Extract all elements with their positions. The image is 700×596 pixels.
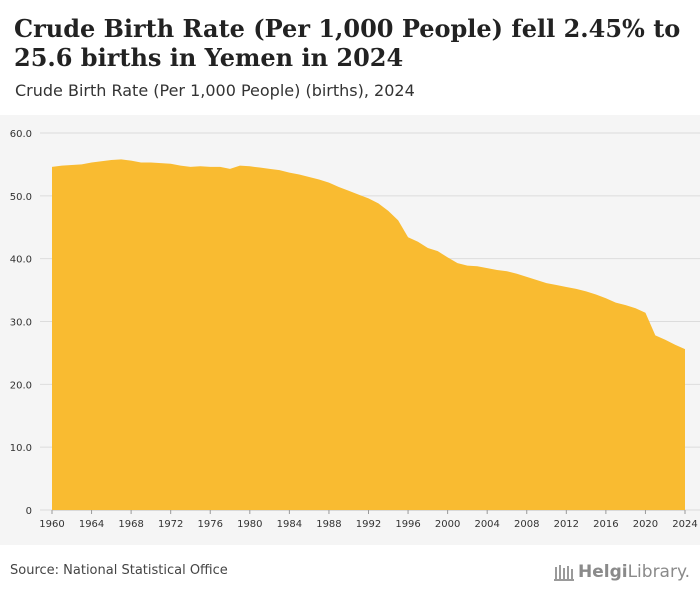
chart-subtitle: Crude Birth Rate (Per 1,000 People) (bir… [15,81,415,100]
logo-text-bold: Helgi [577,562,628,582]
x-tick-label: 2016 [593,519,618,530]
y-tick-label: 0 [26,506,32,517]
y-tick-label: 20.0 [10,380,32,391]
x-tick-label: 1984 [277,519,302,530]
logo-text-light: Library. [627,562,690,582]
chart-title: Crude Birth Rate (Per 1,000 People) fell… [14,14,681,72]
y-tick-label: 40.0 [10,255,32,266]
x-axis-ticks: 1960 1964 1968 1972 1976 1980 1984 1988 1992 1996… [39,510,698,530]
x-tick-label: 1996 [395,519,420,530]
x-tick-label: 2020 [633,519,658,530]
y-tick-label: 10.0 [10,443,32,454]
x-tick-label: 1976 [198,519,223,530]
y-tick-label: 30.0 [10,318,32,329]
x-tick-label: 1960 [39,519,64,530]
x-tick-label: 1972 [158,519,183,530]
x-tick-label: 2004 [474,519,499,530]
library-building-icon [553,565,574,581]
series-area [52,159,685,510]
x-tick-label: 1980 [237,519,262,530]
x-tick-label: 2000 [435,519,460,530]
x-tick-label: 1988 [316,519,341,530]
y-tick-label: 50.0 [10,192,32,203]
x-tick-label: 2008 [514,519,539,530]
y-tick-label: 60.0 [10,129,32,140]
x-tick-label: 2024 [672,519,697,530]
x-tick-label: 1968 [118,519,143,530]
y-axis-ticks: 0 10.0 20.0 30.0 40.0 50.0 60.0 [10,129,32,517]
x-tick-label: 2012 [554,519,579,530]
x-tick-label: 1964 [79,519,104,530]
source-note: Source: National Statistical Office [10,563,228,578]
helgi-library-logo[interactable]: HelgiLibrary. [553,562,690,582]
x-tick-label: 1992 [356,519,381,530]
